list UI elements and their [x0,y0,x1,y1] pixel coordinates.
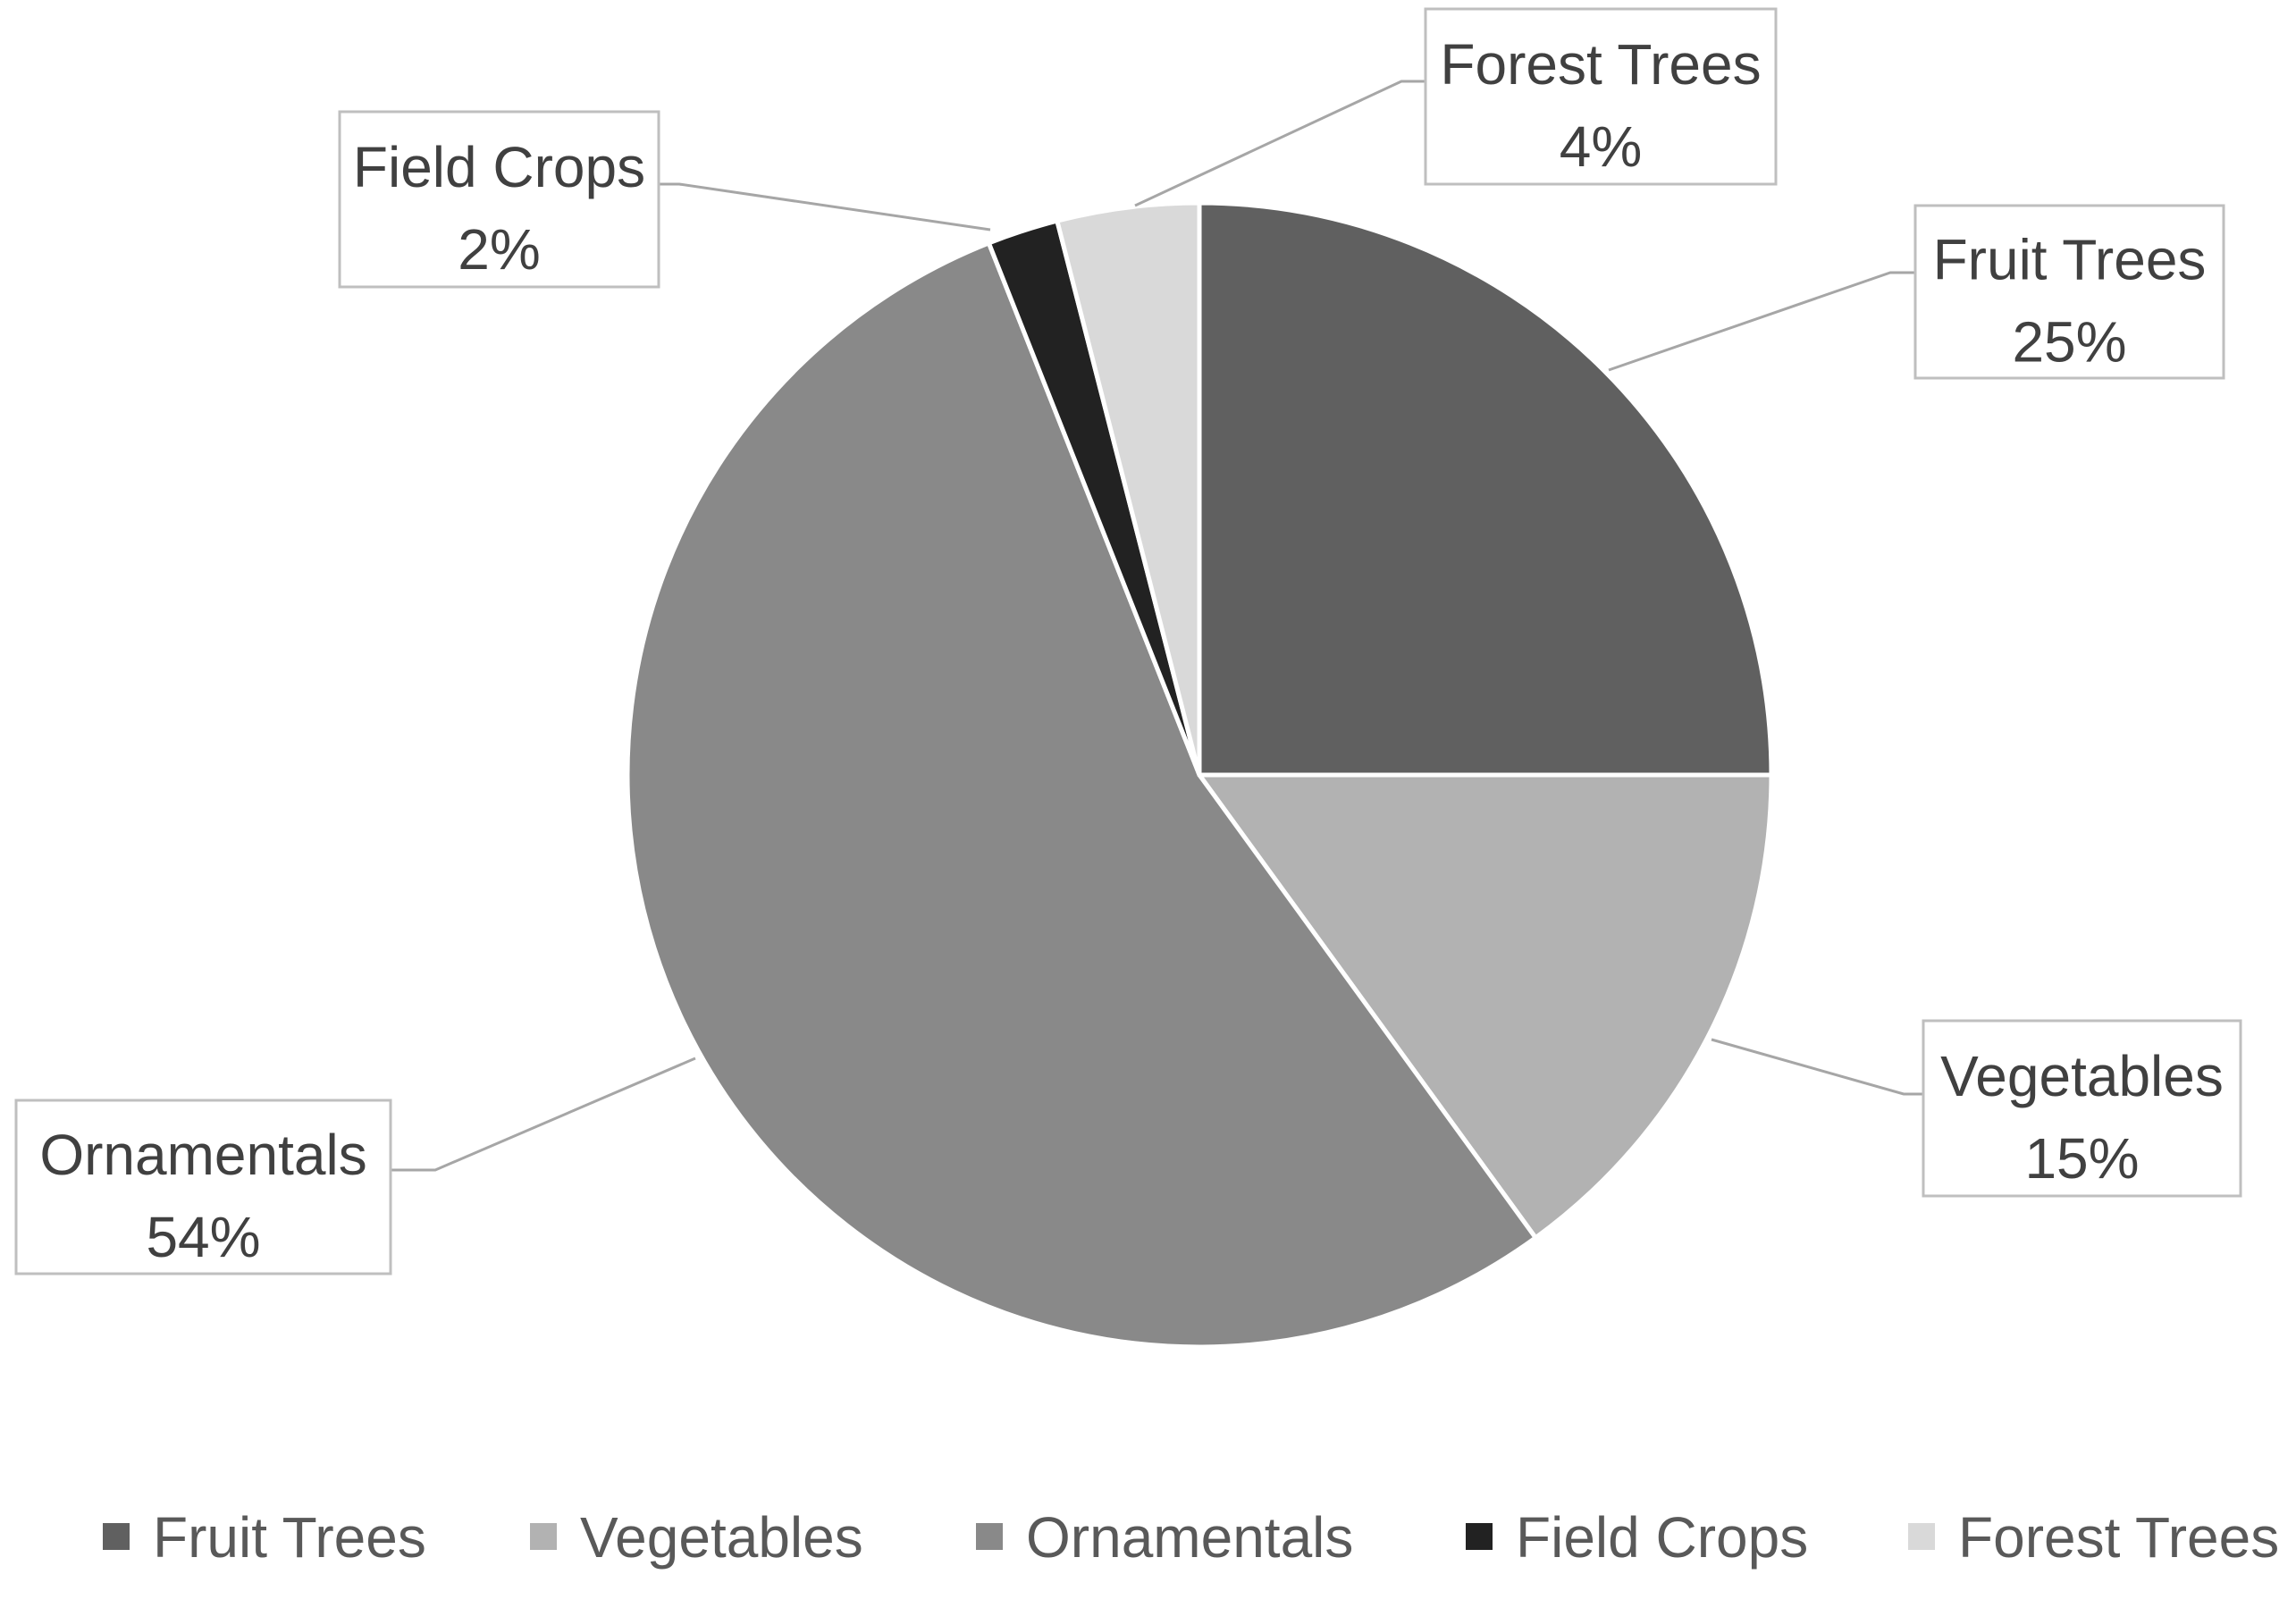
data-label-category: Forest Trees [1440,32,1761,97]
legend-label: Fruit Trees [153,1505,426,1570]
leader-line-vegetables [1711,1038,1923,1096]
legend-item-fruit-trees: Fruit Trees [103,1505,426,1570]
leader-line-field-crops [659,182,991,232]
data-label-box [1913,204,2225,380]
data-label-percent: 2% [458,217,541,282]
data-label-category: Ornamentals [39,1123,366,1187]
data-label-fruit-trees: Fruit Trees 25% [1913,204,2225,380]
data-label-box [14,1099,392,1275]
data-label-category: Field Crops [353,135,645,199]
legend-swatch [103,1523,130,1550]
data-label-vegetables: Vegetables 15% [1922,1019,2242,1198]
legend-item-ornamentals: Ornamentals [976,1505,1353,1570]
leader-line-ornamentals [391,1057,696,1172]
data-label-percent: 54% [146,1205,260,1269]
pie-slice-vegetables [1197,772,1774,1241]
data-label-percent: 4% [1560,114,1643,179]
legend-label: Forest Trees [1958,1505,2279,1570]
legend-item-field-crops: Field Crops [1466,1505,1808,1570]
legend: Fruit Trees Vegetables Ornamentals Field Cr… [103,1505,2279,1570]
data-label-percent: 15% [2024,1126,2139,1191]
pie-slice-fruit-trees [1197,200,1774,778]
data-label-box [1922,1019,2242,1198]
data-label-category: Fruit Trees [1933,228,2207,292]
legend-swatch [530,1523,557,1550]
data-label-ornamentals: Ornamentals 54% [14,1099,392,1275]
leader-line-fruit-trees [1608,271,1915,372]
pie-slice-ornamentals [625,240,1538,1350]
slices-layer [625,200,1774,1350]
legend-label: Field Crops [1516,1505,1808,1570]
legend-item-vegetables: Vegetables [530,1505,863,1570]
data-label-category: Vegetables [1940,1044,2224,1108]
legend-swatch [1466,1523,1493,1550]
data-label-field-crops: Field Crops 2% [338,110,660,289]
pie-slice-forest-trees [1055,200,1202,778]
leader-line-forest-trees [1134,80,1426,207]
legend-label: Vegetables [580,1505,863,1570]
leader-lines-layer [391,80,1923,1172]
data-label-box [1424,7,1778,186]
legend-swatch [976,1523,1003,1550]
data-labels-layer: Fruit Trees 25% Vegetables 15% Ornamentals 54… [14,7,2242,1275]
legend-label: Ornamentals [1026,1505,1353,1570]
legend-swatch [1908,1523,1935,1550]
legend-item-forest-trees: Forest Trees [1908,1505,2279,1570]
data-label-percent: 25% [2012,310,2126,375]
data-label-forest-trees: Forest Trees 4% [1424,7,1778,186]
data-label-box [338,110,660,289]
